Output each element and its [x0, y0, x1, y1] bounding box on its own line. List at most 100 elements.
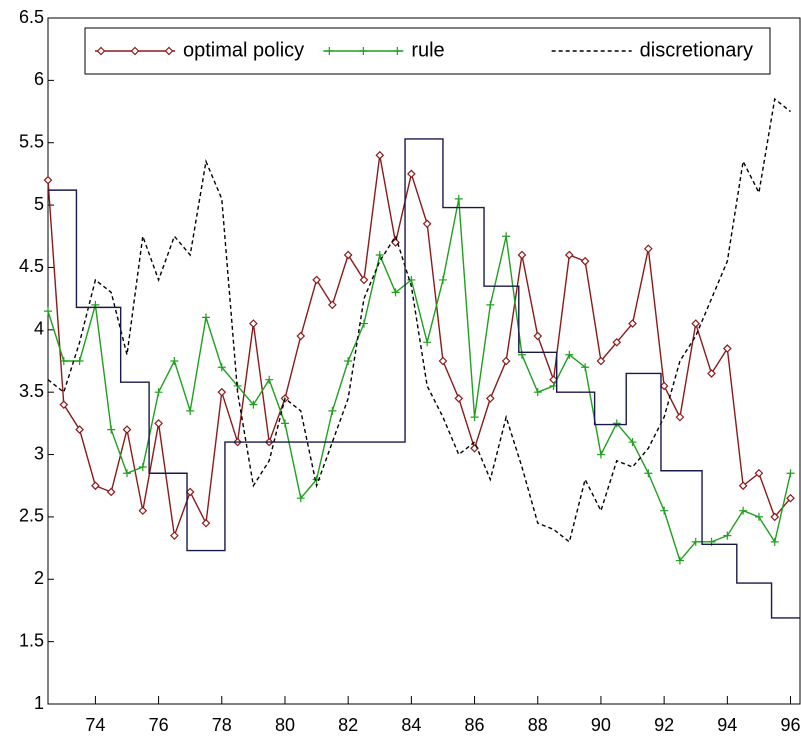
y-tick-label: 2.5: [19, 506, 44, 526]
marker-plus: [660, 506, 669, 515]
marker-diamond: [296, 331, 306, 341]
marker-diamond: [164, 46, 174, 56]
marker-diamond: [249, 319, 258, 328]
marker-diamond: [596, 356, 606, 366]
marker-plus: [691, 537, 700, 546]
marker-plus: [470, 413, 479, 422]
marker-plus: [612, 419, 621, 428]
x-tick-label: 78: [212, 715, 232, 735]
x-tick-label: 96: [781, 715, 801, 735]
x-tick-label: 92: [654, 715, 674, 735]
y-tick-label: 5: [34, 194, 44, 214]
x-tick-label: 94: [717, 715, 737, 735]
marker-plus: [107, 425, 116, 434]
marker-diamond: [612, 337, 622, 347]
marker-plus: [122, 469, 131, 478]
marker-plus: [754, 512, 763, 521]
x-tick-label: 74: [85, 715, 105, 735]
marker-plus: [533, 388, 542, 397]
marker-plus: [565, 350, 574, 359]
y-tick-label: 2: [34, 568, 44, 588]
marker-diamond: [438, 356, 448, 366]
marker-diamond: [201, 518, 211, 528]
marker-plus: [375, 250, 384, 259]
marker-diamond: [43, 175, 53, 185]
marker-plus: [217, 363, 226, 372]
marker-diamond: [407, 169, 416, 179]
marker-plus: [325, 47, 334, 55]
x-tick-label: 76: [149, 715, 169, 735]
marker-diamond: [217, 387, 227, 397]
marker-plus: [59, 357, 68, 365]
y-tick-label: 5.5: [19, 131, 44, 151]
legend-label: discretionary: [640, 39, 753, 61]
x-tick-label: 80: [275, 715, 295, 735]
marker-plus: [723, 531, 732, 540]
y-tick-label: 4.5: [19, 256, 44, 276]
marker-diamond: [722, 344, 732, 353]
marker-plus: [154, 388, 163, 397]
marker-plus: [391, 288, 400, 297]
plot-frame: [47, 17, 801, 705]
marker-diamond: [691, 319, 701, 328]
x-tick-label: 86: [465, 715, 485, 735]
x-tick-label: 84: [401, 715, 421, 735]
marker-diamond: [754, 468, 764, 478]
y-tick-label: 4: [34, 319, 44, 339]
marker-plus: [186, 406, 195, 415]
marker-plus: [75, 357, 84, 365]
marker-plus: [786, 469, 795, 478]
marker-diamond: [501, 356, 511, 366]
y-tick-label: 6: [34, 69, 44, 89]
marker-diamond: [75, 425, 84, 434]
marker-diamond: [130, 46, 140, 56]
marker-plus: [393, 47, 402, 55]
marker-plus: [344, 357, 353, 365]
marker-plus: [328, 406, 337, 415]
marker-plus: [138, 463, 147, 472]
marker-diamond: [96, 46, 106, 56]
marker-diamond: [375, 150, 385, 160]
y-tick-label: 1: [34, 693, 44, 713]
series-line: [47, 155, 792, 536]
marker-plus: [170, 357, 179, 365]
x-tick-label: 90: [591, 715, 611, 735]
marker-plus: [296, 494, 305, 503]
marker-diamond: [580, 256, 590, 266]
marker-plus: [423, 338, 432, 347]
marker-diamond: [359, 275, 369, 285]
series-line: [47, 97, 791, 544]
marker-plus: [486, 300, 495, 309]
marker-plus: [502, 232, 511, 241]
marker-diamond: [59, 400, 69, 410]
marker-plus: [44, 307, 52, 316]
marker-plus: [280, 419, 289, 428]
marker-diamond: [564, 250, 574, 260]
marker-plus: [596, 450, 605, 459]
marker-diamond: [786, 493, 795, 503]
marker-plus: [249, 400, 258, 409]
marker-plus: [201, 313, 210, 322]
marker-diamond: [170, 531, 179, 540]
marker-diamond: [122, 425, 132, 434]
marker-diamond: [154, 419, 163, 428]
marker-plus: [359, 319, 368, 328]
y-tick-label: 3: [34, 443, 44, 463]
marker-diamond: [106, 487, 116, 497]
marker-diamond: [91, 481, 100, 491]
marker-plus: [644, 469, 653, 478]
marker-diamond: [328, 300, 337, 310]
legend: optimal policy rule discretionary: [84, 27, 771, 75]
marker-diamond: [628, 319, 637, 328]
marker-diamond: [770, 512, 780, 522]
marker-plus: [770, 537, 779, 546]
y-tick-label: 6.5: [19, 7, 44, 27]
marker-plus: [454, 194, 463, 203]
marker-diamond: [659, 381, 669, 391]
marker-diamond: [312, 275, 321, 285]
y-tick-label: 1.5: [19, 630, 44, 650]
marker-diamond: [707, 369, 716, 378]
marker-diamond: [533, 331, 543, 341]
marker-diamond: [454, 394, 464, 403]
